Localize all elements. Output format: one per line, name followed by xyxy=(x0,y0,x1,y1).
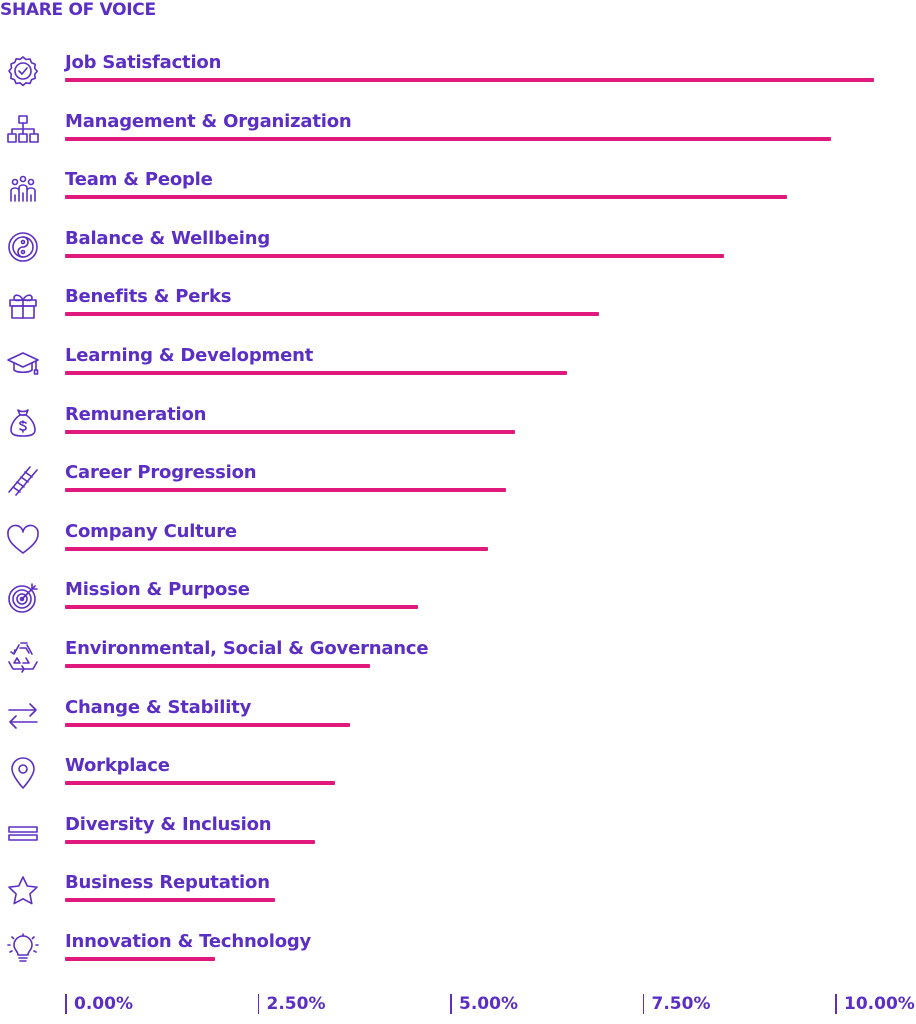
bar xyxy=(65,488,507,493)
x-tick-label: 5.00% xyxy=(459,994,518,1014)
bar-label: Innovation & Technology xyxy=(65,931,312,952)
bar xyxy=(65,664,370,668)
people-group-icon xyxy=(6,171,40,205)
bar-row: Business Reputation xyxy=(0,872,916,922)
bar-row: Remuneration xyxy=(0,404,916,454)
graduation-cap-icon xyxy=(6,347,40,381)
bar xyxy=(65,839,316,844)
x-tick-mark xyxy=(450,994,452,1014)
bar-row: Mission & Purpose xyxy=(0,579,916,629)
bar-row: Management & Organization xyxy=(0,111,916,161)
x-tick-label: 10.00% xyxy=(844,994,915,1014)
bar xyxy=(65,312,599,317)
bar-label: Benefits & Perks xyxy=(65,286,232,308)
bar-label: Job Satisfaction xyxy=(65,52,222,73)
bar xyxy=(65,136,832,141)
bar-row: Career Progression xyxy=(0,462,916,512)
bar-row: Job Satisfaction xyxy=(0,52,916,102)
x-tick-mark xyxy=(835,994,837,1014)
bar xyxy=(65,898,276,903)
bar xyxy=(65,78,874,82)
bar xyxy=(65,253,725,258)
money-bag-icon xyxy=(6,406,40,440)
bar-row: Team & People xyxy=(0,169,916,219)
bar-row: Change & Stability xyxy=(0,697,916,747)
bar xyxy=(65,546,488,551)
chart-title: SHARE OF VOICE xyxy=(0,0,156,20)
bar-label: Change & Stability xyxy=(65,696,252,718)
bar-label: Diversity & Inclusion xyxy=(65,813,272,835)
bar-row: Balance & Wellbeing xyxy=(0,228,916,278)
bar xyxy=(65,195,788,200)
bar-row: Diversity & Inclusion xyxy=(0,814,916,864)
lightbulb-icon xyxy=(6,933,40,967)
bar-label: Learning & Development xyxy=(65,345,314,366)
x-tick-label: 7.50% xyxy=(651,994,711,1014)
star-icon xyxy=(6,874,40,908)
bar-label: Management & Organization xyxy=(65,110,352,132)
bar-row: Innovation & Technology xyxy=(0,931,916,981)
bar-row: Company Culture xyxy=(0,521,916,571)
bar-label: Business Reputation xyxy=(65,872,270,894)
bar-label: Environmental, Social & Governance xyxy=(65,638,429,659)
gift-icon xyxy=(6,288,40,322)
bar xyxy=(65,429,516,434)
x-tick-label: 0.00% xyxy=(74,994,133,1014)
bar-row: Benefits & Perks xyxy=(0,286,916,336)
bar xyxy=(65,722,350,727)
bar-label: Remuneration xyxy=(65,403,207,425)
bar-label: Company Culture xyxy=(65,520,237,542)
heart-icon xyxy=(6,523,40,557)
badge-check-icon xyxy=(6,54,40,88)
bar-row: Environmental, Social & Governance xyxy=(0,638,916,688)
stacked-bars-icon xyxy=(6,816,40,850)
yin-yang-icon xyxy=(6,230,40,264)
bar-row: Workplace xyxy=(0,755,916,805)
target-icon xyxy=(6,581,40,615)
bar-label: Team & People xyxy=(65,169,213,191)
org-chart-icon xyxy=(6,113,40,147)
ladder-icon xyxy=(6,464,40,498)
x-tick-mark xyxy=(257,994,259,1014)
bar-row: Learning & Development xyxy=(0,345,916,395)
x-tick-mark xyxy=(642,994,644,1014)
bar-label: Career Progression xyxy=(65,462,257,484)
x-tick-mark xyxy=(65,994,67,1014)
location-pin-icon xyxy=(6,757,40,791)
bar-label: Balance & Wellbeing xyxy=(65,227,271,249)
recycle-icon xyxy=(6,640,40,674)
bar xyxy=(65,605,418,610)
x-tick-label: 2.50% xyxy=(266,994,326,1014)
bar xyxy=(65,371,568,375)
bar xyxy=(65,781,335,786)
bar-label: Mission & Purpose xyxy=(65,579,250,601)
bar xyxy=(65,957,216,961)
exchange-arrows-icon xyxy=(6,699,40,733)
bar-label: Workplace xyxy=(65,755,170,777)
